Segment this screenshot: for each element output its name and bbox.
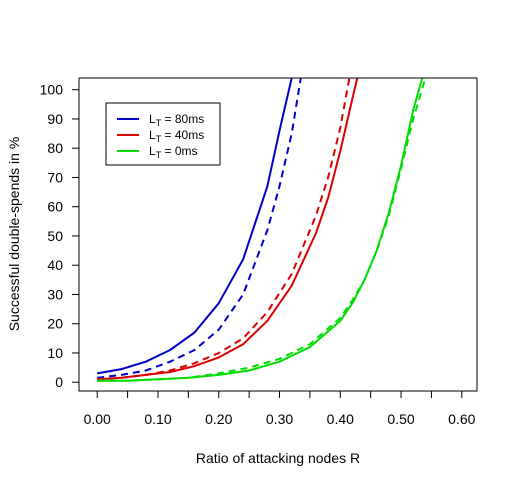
x-tick-label: 0.30 bbox=[266, 411, 293, 427]
x-tick-label: 0.10 bbox=[144, 411, 171, 427]
x-axis-label: Ratio of attacking nodes R bbox=[196, 450, 360, 466]
x-axis: 0.00 0.10 0.20 0.30 0.40 0.50 0.60 bbox=[84, 391, 476, 427]
legend-label: LT = 0ms bbox=[149, 144, 198, 160]
y-tick-label: 10 bbox=[47, 345, 63, 361]
x-tick-label: 0.20 bbox=[205, 411, 232, 427]
y-tick-label: 90 bbox=[47, 111, 63, 127]
series-layer bbox=[97, 78, 427, 382]
y-tick-label: 30 bbox=[47, 286, 63, 302]
series-line-1 bbox=[97, 78, 293, 375]
plot-frame bbox=[78, 77, 478, 392]
y-tick-label: 80 bbox=[47, 140, 63, 156]
y-axis-label: Successful double-spends in % bbox=[6, 137, 22, 332]
x-tick-label: 0.40 bbox=[327, 411, 354, 427]
y-tick-label: 50 bbox=[47, 228, 63, 244]
series-line-4 bbox=[97, 78, 351, 381]
legend-label: LT = 80ms bbox=[149, 112, 204, 128]
series-line-2 bbox=[97, 78, 302, 379]
y-tick-label: 0 bbox=[55, 374, 63, 390]
y-tick-label: 100 bbox=[40, 82, 64, 98]
y-tick-label: 70 bbox=[47, 169, 63, 185]
x-tick-label: 0.00 bbox=[84, 411, 111, 427]
y-tick-label: 40 bbox=[47, 257, 63, 273]
x-tick-label: 0.50 bbox=[387, 411, 414, 427]
y-tick-label: 20 bbox=[47, 316, 63, 332]
y-axis: 0 10 20 30 40 50 60 70 80 90 100 bbox=[40, 82, 79, 390]
legend-label: LT = 40ms bbox=[149, 128, 204, 144]
x-tick-label: 0.60 bbox=[448, 411, 475, 427]
series-line-6 bbox=[97, 78, 427, 382]
y-tick-label: 60 bbox=[47, 199, 63, 215]
